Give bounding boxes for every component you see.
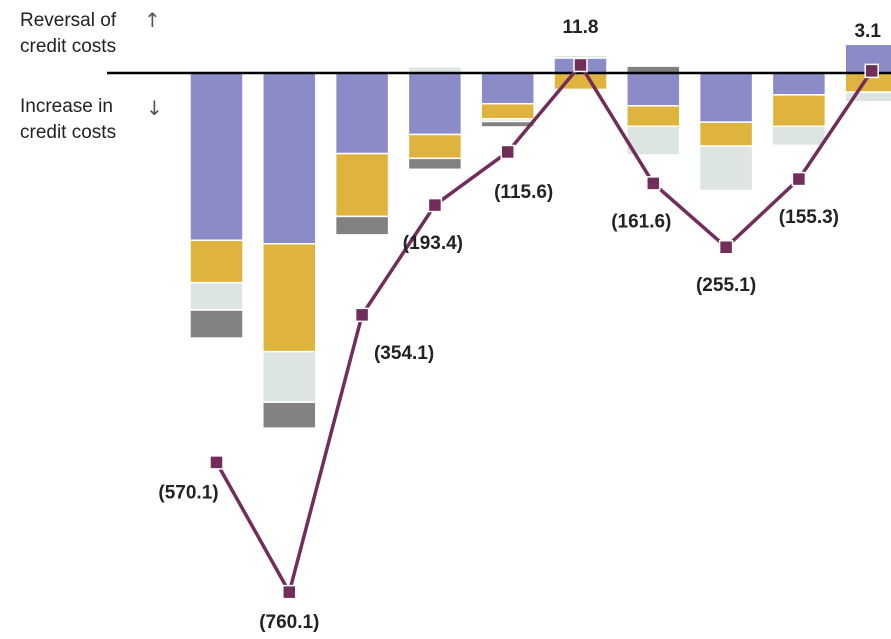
total-label-8: (255.1) xyxy=(696,275,756,296)
arrow-down-icon: ↓ xyxy=(146,96,163,120)
total-marker-4 xyxy=(427,197,443,213)
bar-segment-3-4 xyxy=(334,215,390,236)
total-label-5: (115.6) xyxy=(494,182,553,203)
total-marker-9 xyxy=(791,171,807,187)
bar-segment-9-2 xyxy=(771,94,827,128)
bar-segment-3-1 xyxy=(334,72,390,155)
bar-segment-9-1 xyxy=(771,72,827,96)
bar-segment-4-4 xyxy=(407,157,463,171)
bar-segment-5-4 xyxy=(480,120,535,128)
bar-segment-9-3 xyxy=(771,125,827,147)
total-label-1: (570.1) xyxy=(158,482,218,503)
bar-segment-2-1 xyxy=(262,72,317,245)
bar-segment-10-3 xyxy=(844,91,891,103)
bar-segment-1-3 xyxy=(189,281,244,311)
bar-segment-7-3 xyxy=(626,125,681,156)
bar-segment-7-1 xyxy=(626,72,681,107)
total-marker-7 xyxy=(646,176,661,191)
total-label-9: (155.3) xyxy=(779,207,839,228)
total-label-7: (161.6) xyxy=(611,211,671,232)
bar-segment-5-1 xyxy=(480,72,535,105)
bar-segment-1-1 xyxy=(189,72,244,242)
bar-segment-1-4 xyxy=(189,309,244,339)
total-label-4: (193.4) xyxy=(403,233,463,254)
total-label-2: (760.1) xyxy=(259,612,319,633)
bar-segment-8-3 xyxy=(698,145,754,192)
bar-segment-6-3 xyxy=(553,54,608,59)
arrow-up-icon: ↑ xyxy=(144,8,161,32)
total-label-6: 11.8 xyxy=(563,17,599,38)
total-marker-5 xyxy=(500,144,515,160)
reversal-annotation: Reversal of credit costs xyxy=(20,8,116,60)
bar-segment-3-2 xyxy=(334,152,390,218)
total-marker-6 xyxy=(573,57,588,73)
bar-segment-4-1 xyxy=(407,72,463,136)
increase-annotation-line2: credit costs xyxy=(20,122,117,143)
bar-segment-2-2 xyxy=(262,243,317,353)
total-label-3: (354.1) xyxy=(374,343,434,364)
increase-annotation-line1: Increase in xyxy=(20,96,113,117)
bar-segment-8-2 xyxy=(698,121,754,147)
reversal-annotation-line2: credit costs xyxy=(20,36,117,57)
bar-segment-2-3 xyxy=(262,350,317,403)
bar-segment-7-2 xyxy=(626,105,681,128)
total-marker-3 xyxy=(354,307,370,323)
reversal-annotation-line1: Reversal of xyxy=(20,10,117,31)
total-line xyxy=(214,63,874,594)
increase-annotation: Increase in credit costs xyxy=(20,94,116,146)
bar-segment-5-2 xyxy=(480,102,535,120)
bar-segment-1-2 xyxy=(189,239,244,284)
total-marker-2 xyxy=(282,584,297,600)
bar-segment-4-2 xyxy=(407,133,463,160)
total-marker-8 xyxy=(718,239,734,255)
bar-segment-8-1 xyxy=(698,72,754,123)
total-label-10: 3.1 xyxy=(854,21,881,42)
bar-segment-2-4 xyxy=(262,401,317,429)
total-marker-10 xyxy=(864,63,879,79)
total-marker-1 xyxy=(209,455,224,470)
